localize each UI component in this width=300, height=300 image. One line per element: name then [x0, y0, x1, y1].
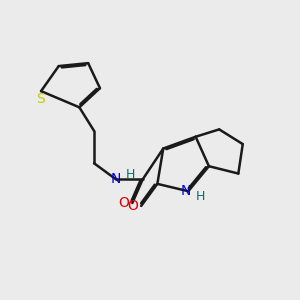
Text: H: H — [196, 190, 205, 203]
Text: O: O — [128, 199, 138, 213]
Text: S: S — [36, 92, 45, 106]
Text: N: N — [110, 172, 121, 186]
Text: O: O — [119, 196, 130, 210]
Text: N: N — [181, 184, 191, 198]
Text: H: H — [126, 168, 136, 181]
